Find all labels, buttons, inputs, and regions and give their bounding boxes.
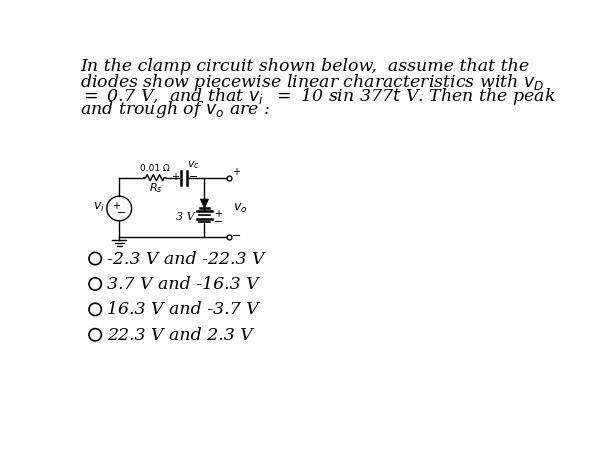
Text: $v_o$: $v_o$ [233, 202, 248, 214]
Text: 22.3 V and 2.3 V: 22.3 V and 2.3 V [107, 326, 252, 343]
Text: −: − [117, 208, 126, 218]
Text: and trough of $v_o$ are :: and trough of $v_o$ are : [80, 99, 271, 120]
Text: 0.01 Ω: 0.01 Ω [140, 164, 170, 173]
Text: −: − [189, 172, 198, 182]
Text: In the clamp circuit shown below,  assume that the: In the clamp circuit shown below, assume… [80, 58, 530, 75]
Text: $R_s$: $R_s$ [149, 181, 162, 194]
Text: +: + [171, 172, 179, 182]
Text: diodes show piecewise linear characteristics with $v_D$: diodes show piecewise linear characteris… [80, 71, 545, 92]
Text: 3 V: 3 V [176, 211, 194, 221]
Text: +: + [214, 209, 222, 219]
Text: 3.7 V and -16.3 V: 3.7 V and -16.3 V [107, 275, 258, 293]
Text: $=$ 0.7 V,  and that $v_i$  $=$ 10 sin 377$t$ V. Then the peak: $=$ 0.7 V, and that $v_i$ $=$ 10 sin 377… [80, 86, 556, 106]
Text: −: − [214, 216, 223, 226]
Text: $v_c$: $v_c$ [187, 159, 200, 171]
Text: 16.3 V and -3.7 V: 16.3 V and -3.7 V [107, 301, 258, 318]
Text: -2.3 V and -22.3 V: -2.3 V and -22.3 V [107, 250, 264, 267]
Polygon shape [201, 200, 208, 208]
Text: +: + [232, 167, 239, 177]
Text: $v_i$: $v_i$ [93, 200, 105, 213]
Text: +: + [112, 200, 120, 210]
Text: −: − [232, 231, 241, 241]
